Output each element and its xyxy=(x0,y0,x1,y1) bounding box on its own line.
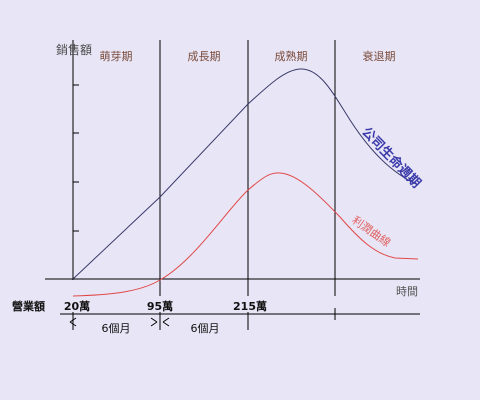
duration-label: 6個月 xyxy=(101,322,131,335)
milestone-label: 215萬 xyxy=(233,300,267,313)
phase-label-emerging: 萌芽期 xyxy=(99,50,133,63)
phase-label-decline: 衰退期 xyxy=(362,50,396,63)
duration-arrow xyxy=(69,317,77,327)
phase-label-maturity: 成熟期 xyxy=(274,50,308,63)
y-axis-label: 銷售額 xyxy=(56,43,93,57)
milestone-label: 20萬 xyxy=(63,300,91,313)
duration-arrow xyxy=(150,317,158,327)
revenue-label: 營業額 xyxy=(12,300,45,313)
phase-label-growth: 成長期 xyxy=(187,50,221,63)
duration-label: 6個月 xyxy=(190,322,220,335)
profit-curve xyxy=(72,172,419,297)
lifecycle-curve xyxy=(72,68,419,280)
x-axis-label: 時間 xyxy=(396,285,418,298)
duration-arrow xyxy=(162,317,170,327)
milestone-label: 95萬 xyxy=(146,300,174,313)
